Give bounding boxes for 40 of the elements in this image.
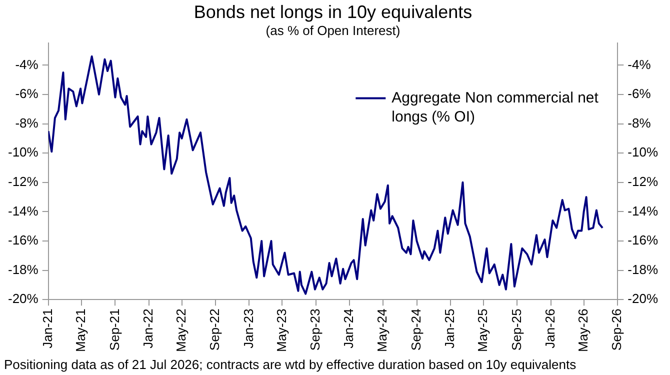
x-tick-label: Sep-23 (308, 308, 323, 351)
x-tick-label: May-21 (72, 308, 88, 352)
chart-title: Bonds net longs in 10y equivalents (194, 2, 472, 22)
x-tick-label: Sep-24 (408, 308, 424, 351)
y2-tick-label: -20% (628, 291, 658, 306)
y-tick-label: -16% (8, 232, 39, 248)
x-tick-label: Jan-24 (341, 308, 356, 348)
x-tick-label: Jan-25 (442, 308, 457, 348)
x-tick-label: May-25 (474, 308, 490, 352)
y-tick-label: -20% (8, 291, 39, 306)
x-tick-label: May-26 (575, 308, 590, 352)
y2-tick-label: -18% (628, 262, 658, 277)
x-tick-label: Jan-22 (140, 308, 156, 348)
y2-tick-label: -6% (628, 86, 652, 102)
y-tick-label: -8% (15, 115, 39, 130)
x-tick-label: Jan-23 (240, 308, 256, 348)
y2-tick-label: -10% (628, 144, 658, 160)
y-tick-label: -14% (8, 203, 39, 218)
y2-tick-label: -4% (628, 56, 652, 72)
x-tick-label: Sep-25 (508, 308, 524, 351)
legend-label: Aggregate Non commercial net longs (% OI) (392, 89, 600, 126)
y-tick-label: -4% (15, 56, 39, 72)
y2-tick-label: -12% (628, 174, 658, 189)
y2-tick-label: -8% (628, 115, 652, 130)
chart-subtitle: (as % of Open Interest) (266, 22, 400, 38)
x-tick-label: May-23 (274, 308, 289, 352)
x-tick-label: Jan-26 (542, 308, 558, 348)
y2-tick-label: -16% (628, 232, 658, 248)
y-tick-label: -10% (8, 144, 39, 160)
y-tick-label: -12% (8, 174, 39, 189)
x-tick-label: Sep-22 (207, 308, 222, 351)
y-tick-label: -18% (8, 262, 39, 277)
x-tick-label: Jan-21 (40, 308, 55, 348)
x-tick-label: May-22 (173, 308, 188, 352)
x-tick-label: May-24 (374, 308, 390, 352)
x-tick-label: Sep-21 (106, 308, 122, 351)
y2-tick-label: -14% (628, 203, 658, 218)
x-tick-label: Sep-26 (609, 308, 624, 351)
text: Positioning data as of 21 Jul 2026; contracts are wtd by effective duration based on 10y equivalents (4, 357, 577, 372)
y-tick-label: -6% (15, 86, 39, 102)
